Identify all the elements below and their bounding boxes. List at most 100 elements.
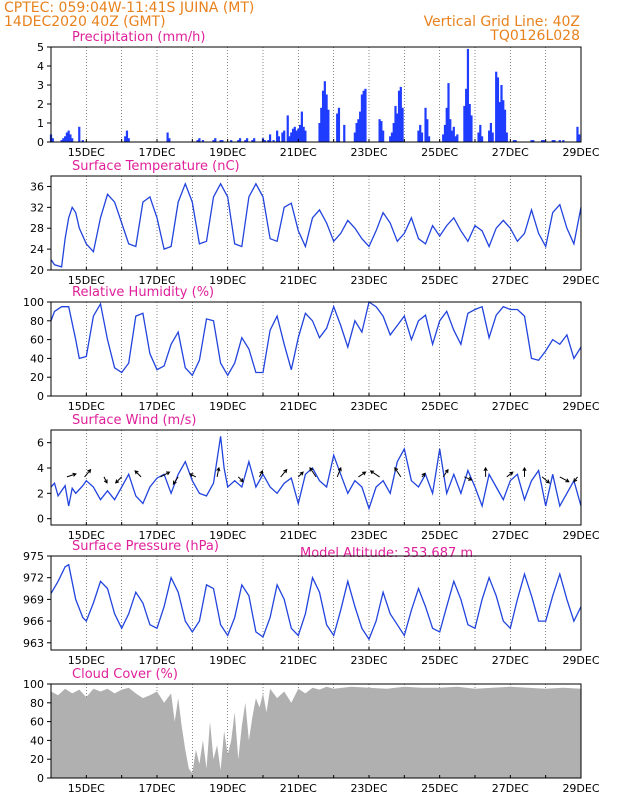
y-tick-label: 6 — [37, 437, 44, 450]
wind-arrow — [506, 471, 514, 478]
y-tick-label: 100 — [23, 296, 44, 309]
precip-bar — [318, 123, 321, 142]
wind-arrow — [114, 476, 123, 484]
y-tick-label: 0 — [37, 772, 44, 785]
x-tick-label: 25DEC — [421, 146, 458, 159]
precip-bar — [488, 130, 491, 142]
y-tick-label: 40 — [30, 352, 44, 365]
precip-bar — [251, 140, 254, 142]
precip-bar — [514, 140, 517, 142]
panel-frame — [50, 683, 582, 779]
y-tick-label: 975 — [23, 550, 44, 563]
wind-arrow — [237, 476, 244, 483]
x-tick-label: 21DEC — [280, 400, 317, 413]
precip-bar — [286, 115, 289, 142]
precip-bar — [196, 140, 199, 142]
panel-title-press: Surface Pressure (hPa) — [72, 539, 219, 554]
precip-bar — [470, 115, 473, 142]
y-tick-label: 0 — [37, 513, 44, 526]
wind-arrow — [66, 472, 77, 478]
precip-bar — [237, 140, 240, 142]
precip-bar — [477, 132, 480, 142]
wind-arrow — [259, 469, 264, 478]
x-tick-label: 27DEC — [492, 400, 529, 413]
x-tick-label: 15DEC — [68, 654, 105, 667]
precip-bar — [357, 119, 360, 142]
precip-bar — [64, 136, 67, 142]
precip-bar — [394, 105, 397, 142]
precip-bar — [551, 140, 554, 142]
x-tick-label: 15DEC — [68, 400, 105, 413]
model-code: TQ0126L028 — [489, 28, 580, 44]
x-tick-label: 17DEC — [138, 146, 175, 159]
precip-bar — [281, 132, 284, 142]
precip-bar — [364, 88, 367, 142]
precip-bar — [450, 130, 454, 142]
y-tick-label: 5 — [37, 41, 44, 54]
precip-bar — [443, 124, 447, 142]
precip-bar — [304, 130, 307, 142]
x-tick-label: 29DEC — [562, 654, 599, 667]
precip-bar — [69, 134, 72, 142]
y-tick-label: 40 — [30, 734, 44, 747]
precip-bar — [532, 140, 535, 142]
y-tick-label: 966 — [23, 615, 44, 628]
x-tick-label: 21DEC — [280, 146, 317, 159]
x-tick-label: 27DEC — [492, 146, 529, 159]
precip-bar — [51, 138, 54, 142]
precip-bar — [449, 119, 452, 142]
precip-bar — [456, 134, 459, 142]
wind-arrow — [216, 466, 221, 477]
precip-bar — [355, 123, 358, 142]
x-tick-label: 23DEC — [350, 782, 387, 795]
wind-line — [50, 436, 582, 511]
precip-bar — [221, 140, 224, 142]
precip-bar — [576, 126, 579, 142]
x-tick-label: 19DEC — [209, 654, 246, 667]
panel-title-temp: Surface Temperature (nC) — [72, 159, 240, 174]
precip-bar — [503, 109, 507, 142]
precip-bar — [426, 119, 429, 142]
model-altitude: Model Altitude: 353.687 m — [300, 546, 473, 561]
precip-bar — [466, 48, 470, 142]
wind-arrow — [134, 470, 142, 478]
precip-bar — [389, 136, 392, 142]
panel-frame — [50, 46, 582, 143]
x-tick-label: 15DEC — [68, 529, 105, 542]
panel-cloud: Cloud Cover (%) 0 20 40 60 80 100 15DEC 17DEC 19D… — [23, 667, 600, 795]
x-tick-label: 29DEC — [562, 274, 599, 287]
precip-bar — [502, 100, 505, 142]
precip-bar — [166, 132, 169, 142]
x-tick-label: 23DEC — [350, 146, 387, 159]
precip-bar — [246, 138, 249, 142]
wind-arrow — [464, 476, 473, 481]
x-tick-label: 27DEC — [492, 654, 529, 667]
x-tick-label: 25DEC — [421, 274, 458, 287]
precip-bar — [512, 140, 515, 142]
wind-arrow — [309, 467, 317, 478]
x-tick-label: 17DEC — [138, 782, 175, 795]
panel-title-cloud: Cloud Cover (%) — [72, 667, 178, 682]
precip-bar — [336, 113, 339, 142]
precip-bar — [293, 126, 296, 142]
precip-bar — [67, 130, 70, 142]
wind-arrow — [369, 470, 380, 478]
station-header: CPTEC: 059:04W-11:41S JUINA (MT) — [4, 0, 254, 16]
x-tick-label: 19DEC — [209, 529, 246, 542]
precip-bar — [505, 132, 508, 142]
wind-arrow — [522, 466, 527, 477]
precip-bar — [495, 71, 498, 142]
precip-bar — [212, 140, 215, 142]
x-tick-label: 25DEC — [421, 782, 458, 795]
precip-bar — [295, 130, 298, 142]
x-tick-label: 15DEC — [68, 146, 105, 159]
wind-arrow — [483, 466, 488, 477]
x-tick-label: 27DEC — [492, 529, 529, 542]
panel-frame — [50, 555, 582, 651]
precip-bar — [442, 134, 445, 142]
precip-bar — [479, 124, 482, 142]
precip-bar — [390, 132, 394, 142]
x-tick-label: 19DEC — [209, 274, 246, 287]
y-tick-label: 0 — [37, 136, 44, 149]
wind-arrow — [172, 476, 179, 485]
